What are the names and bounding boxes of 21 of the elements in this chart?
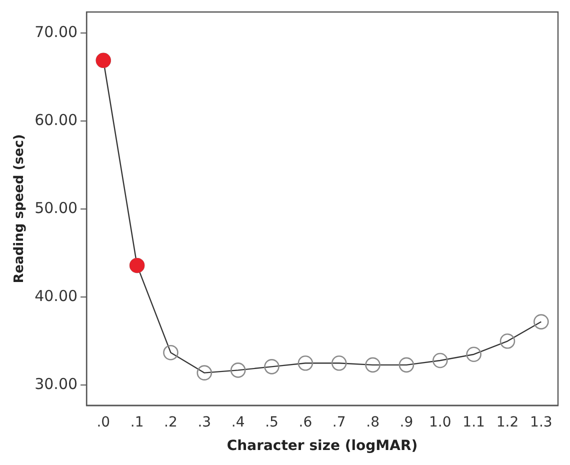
x-tick-label: .0 [96, 414, 110, 430]
x-tick-label: .2 [164, 414, 178, 430]
y-tick-label: 50.00 [34, 199, 78, 218]
y-tick-label: 30.00 [34, 375, 78, 394]
x-tick-label: .7 [332, 414, 346, 430]
x-tick-label: .1 [130, 414, 144, 430]
x-tick-label: .8 [366, 414, 380, 430]
x-tick-label: .5 [265, 414, 278, 430]
y-axis-title: Reading speed (sec) [12, 134, 28, 284]
y-tick-label: 60.00 [34, 111, 78, 130]
x-tick-label: .6 [298, 414, 312, 430]
x-tick-label: 1.1 [462, 414, 485, 430]
x-tick-label: .3 [198, 414, 212, 430]
y-tick-label: 40.00 [34, 287, 78, 306]
x-axis-title: Character size (logMAR) [226, 438, 418, 454]
x-tick-label: .4 [231, 414, 245, 430]
x-tick-label: 1.2 [496, 414, 519, 430]
y-tick-label: 70.00 [34, 23, 78, 42]
x-tick-label: 1.3 [530, 414, 552, 430]
x-tick-label: 1.0 [429, 414, 452, 430]
x-tick-label: .9 [400, 414, 414, 430]
